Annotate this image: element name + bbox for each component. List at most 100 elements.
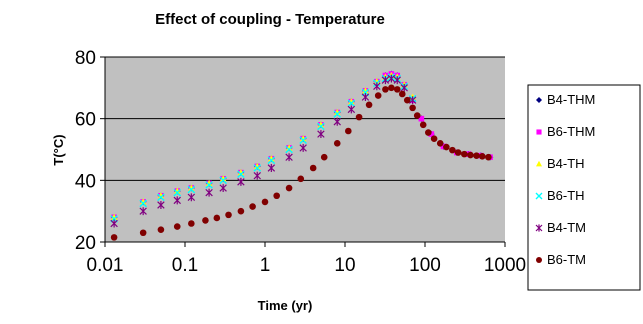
x-axis-title: Time (yr) [258,298,313,313]
data-point [333,110,342,118]
data-point [317,121,325,128]
data-point [205,181,213,189]
data-point [173,187,181,194]
data-point [418,115,425,122]
data-point [249,203,256,210]
data-point [110,213,118,220]
legend-label: B6-TH [547,188,585,203]
data-point [267,156,276,165]
chart-title: Effect of coupling - Temperature [155,11,385,28]
data-point [374,92,382,99]
data-point [285,153,293,162]
x-tick-label: 1000 [484,255,526,276]
data-point [454,149,462,156]
data-point [400,83,408,92]
series-b6-tm [110,84,492,241]
data-point [345,127,352,135]
grid [105,56,505,181]
data-point [409,104,416,112]
data-point [237,170,245,178]
data-point [373,82,381,91]
data-point [393,76,401,85]
legend-marker [536,129,542,135]
data-point [268,155,275,162]
legend-label: B4-TM [547,220,586,235]
data-point [237,207,245,215]
data-point [253,164,262,172]
data-point [436,140,444,147]
data-point [413,112,421,119]
data-point [253,162,261,170]
data-point [219,184,227,193]
data-point [205,188,213,197]
data-point [347,105,356,114]
data-point [299,136,307,145]
data-point [365,101,373,109]
data-point [382,86,389,93]
data-point [333,108,341,116]
data-point [219,175,227,182]
x-tick-label: 100 [409,255,441,276]
x-tick-label: 0.1 [172,255,198,276]
data-point [267,164,276,172]
data-point [461,150,468,158]
data-point [485,153,492,161]
data-point [157,226,165,233]
data-point [478,152,486,160]
data-point [387,74,396,83]
legend-marker [536,160,542,167]
legend-box [527,84,641,291]
data-point [157,201,165,209]
data-point [173,188,182,197]
legend: B4-THM B6-THM B4-TH B6-TH B4-TM B6-TM [527,84,641,291]
data-point [388,84,395,92]
legend-label: B6-TM [547,252,586,267]
data-point [173,223,181,230]
data-point [348,98,355,105]
legend-label: B4-TH [547,156,585,171]
data-point [333,117,341,126]
data-point [110,219,118,228]
data-point [139,207,147,216]
data-point [362,87,369,94]
data-point [403,96,411,104]
data-point [225,211,232,219]
y-axis-title: T(°C) [51,134,66,165]
y-tick-label: 40 [75,171,96,192]
x-tick-label: 0.01 [87,255,124,276]
legend-label: B6-THM [547,124,595,139]
data-point [188,220,195,227]
legend-marker [535,192,543,200]
y-axis: 20 40 60 80 [75,48,106,254]
data-point [428,131,435,137]
legend-marker [536,257,542,263]
data-point [261,198,269,206]
legend-marker [536,97,542,103]
data-point [237,168,245,176]
x-tick-label: 1 [260,255,271,276]
data-point [309,164,317,172]
data-point [205,179,213,187]
data-point [317,122,325,131]
data-point [139,199,147,208]
data-point [361,93,370,102]
data-point [139,229,147,237]
data-point [473,152,480,159]
y-tick-label: 80 [75,48,96,69]
data-point [139,198,147,205]
legend-label: B4-THM [547,92,595,107]
data-point [393,86,401,93]
data-point [320,153,328,161]
y-tick-label: 60 [75,110,96,131]
data-marks [110,70,494,241]
data-point [285,145,293,154]
data-point [187,185,196,194]
data-point [188,184,195,191]
data-point [430,135,438,143]
x-tick-label: 10 [334,255,355,276]
data-point [467,151,474,159]
data-point [398,90,406,98]
data-point [355,113,363,121]
data-point [219,176,227,185]
